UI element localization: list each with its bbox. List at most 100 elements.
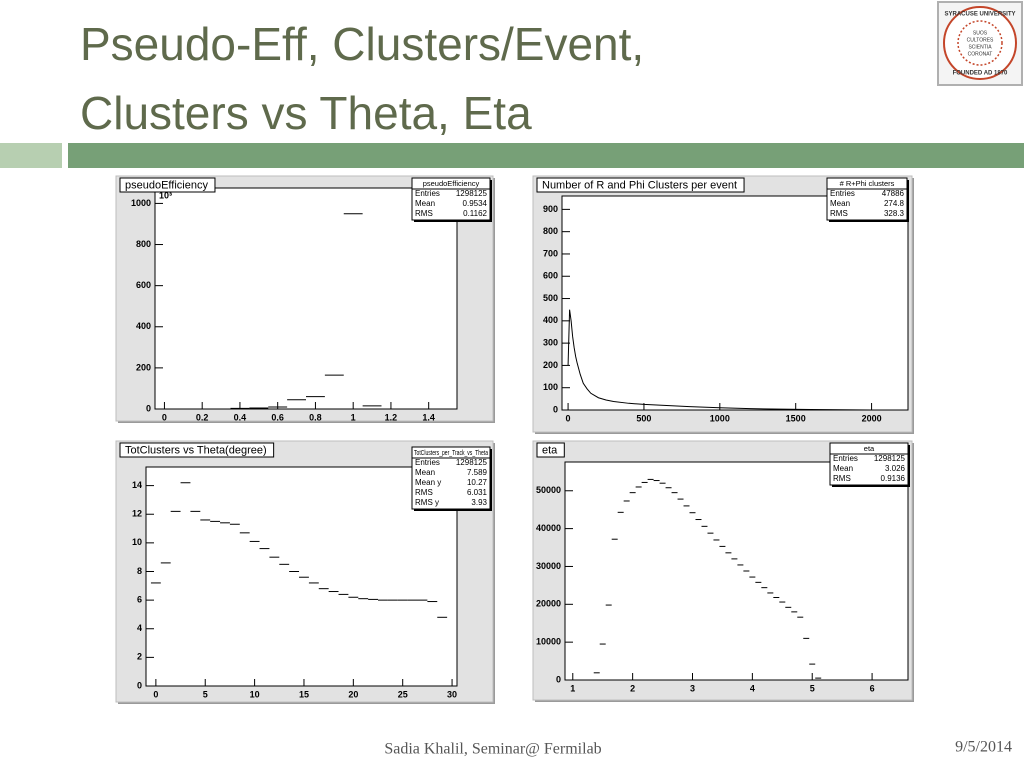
stats-value: 3.026 [885,464,906,473]
x-tick-label: 1.2 [385,412,398,422]
x-tick-label: 4 [750,683,755,693]
y-tick-label: 12 [132,509,142,519]
stats-value: 1298125 [874,454,906,463]
stats-label: Mean [415,199,435,208]
stats-value: 47886 [882,189,905,198]
logo-motto: SCIENTIA [968,44,992,50]
stats-title: # R+Phi clusters [840,179,895,188]
stats-value: 0.9136 [881,474,906,483]
chart-title: eta [542,444,558,456]
plot-area [145,466,458,687]
stats-label: Entries [415,458,440,467]
title-box [536,177,745,193]
y-tick-label: 14 [132,480,142,490]
x-tick-label: 25 [398,689,408,699]
y-tick-label: 30000 [536,561,561,571]
y-tick-label: 300 [543,338,558,348]
title-box [536,442,565,458]
y-tick-label: 0 [146,403,151,413]
x-tick-label: 0.6 [271,412,284,422]
stats-title: eta [864,444,875,453]
y-axis-exponent: 10³ [159,190,172,200]
title-box [119,442,275,458]
logo-ring [957,20,1003,66]
x-tick-label: 10 [250,689,260,699]
stats-label: Mean y [415,478,441,487]
stats-box [411,177,491,221]
stats-label: RMS [833,474,851,483]
stats-box [826,177,908,221]
y-tick-label: 600 [543,271,558,281]
x-tick-label: 500 [636,413,651,423]
stats-label: RMS [415,488,433,497]
title-box [119,177,216,193]
x-tick-label: 0 [566,413,571,423]
stats-title: pseudoEfficiency [423,179,480,188]
y-tick-label: 500 [543,293,558,303]
stats-value: 10.27 [467,478,488,487]
data-line [567,309,872,411]
accent-bar [68,143,1024,168]
stats-box [829,442,909,486]
stats-label: Entries [415,189,440,198]
y-tick-label: 800 [136,239,151,249]
stats-label: Mean [833,464,853,473]
logo: SYRACUSE UNIVERSITY FOUNDED AD 1870 SUOS… [937,1,1023,86]
stats-label: Mean [415,468,435,477]
x-tick-label: 1000 [710,413,730,423]
logo-text: FOUNDED AD 1870 [953,71,1008,77]
y-tick-label: 0 [556,674,561,684]
stats-value: 7.589 [467,468,488,477]
y-tick-label: 8 [137,566,142,576]
stats-value: 1298125 [456,189,488,198]
x-tick-label: 20 [348,689,358,699]
plot-area [561,195,909,411]
y-tick-label: 40000 [536,523,561,533]
stats-value: 274.8 [884,199,905,208]
y-tick-label: 10000 [536,637,561,647]
footer-date: 9/5/2014 [955,739,1012,756]
x-tick-label: 0 [153,689,158,699]
y-tick-label: 0 [553,404,558,414]
y-tick-label: 600 [136,280,151,290]
x-tick-label: 0.8 [309,412,322,422]
logo-text: SYRACUSE UNIVERSITY [944,12,1015,18]
y-tick-label: 20000 [536,599,561,609]
x-tick-label: 0.4 [234,412,247,422]
x-tick-label: 2 [630,683,635,693]
stats-label: RMS y [415,498,439,507]
chart-title: Number of R and Phi Clusters per event [542,179,737,191]
stats-value: 3.93 [471,498,487,507]
stats-title: TotClusters_per_Track_vs_Theta [414,448,489,457]
y-tick-label: 2 [137,652,142,662]
stats-label: RMS [830,209,848,218]
x-tick-label: 5 [203,689,208,699]
y-tick-label: 200 [136,362,151,372]
x-tick-label: 30 [447,689,457,699]
stats-label: Mean [830,199,850,208]
chart-panel: 0 5 10 15 20 25 30 0 2 4 6 8 10 12 14 TotClusters vs Th… [115,440,495,704]
x-tick-label: 1 [351,412,356,422]
stats-label: Entries [833,454,858,463]
chart-panel: 0 500 1000 1500 2000 0 100 200 300 400 500 600 700 80… [532,175,914,434]
chart-panel: 0 0.2 0.4 0.6 0.8 1 1.2 1.4 0 200 400 600 800 1000 10³… [115,175,495,423]
stats-label: RMS [415,209,433,218]
x-tick-label: 1500 [786,413,806,423]
stats-label: Entries [830,189,855,198]
chart-title: TotClusters vs Theta(degree) [125,444,267,456]
plot-area [154,187,458,410]
y-tick-label: 700 [543,248,558,258]
y-tick-label: 800 [543,226,558,236]
stats-box [411,446,491,510]
y-tick-label: 400 [543,315,558,325]
y-tick-label: 4 [137,623,142,633]
y-tick-label: 10 [132,537,142,547]
x-tick-label: 15 [299,689,309,699]
stats-value: 0.9534 [463,199,488,208]
footer-presenter: Sadia Khalil, Seminar@ Fermilab [384,741,601,758]
y-tick-label: 50000 [536,485,561,495]
y-tick-label: 100 [543,382,558,392]
y-tick-label: 6 [137,594,142,604]
